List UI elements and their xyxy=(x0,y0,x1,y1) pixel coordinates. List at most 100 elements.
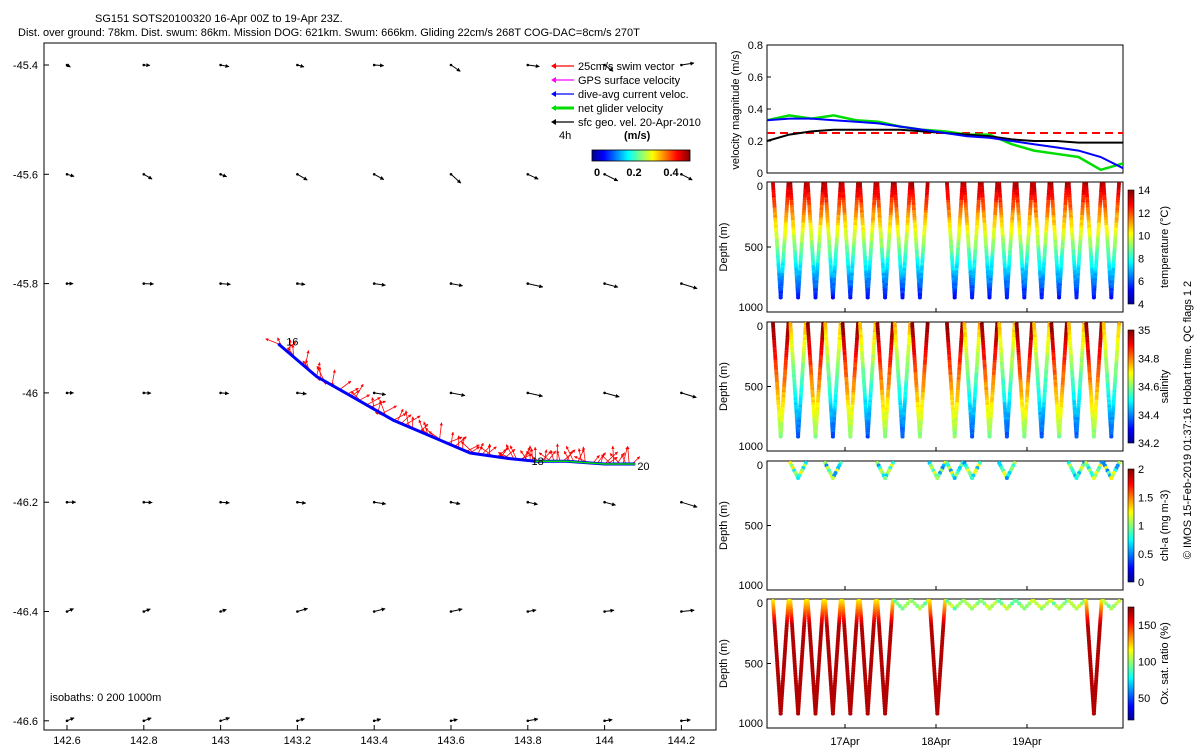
grid-point xyxy=(296,610,299,613)
grid-point xyxy=(603,173,606,176)
depth-tick-label: 1000 xyxy=(739,302,763,314)
legend-arrowhead xyxy=(551,105,556,111)
grid-point xyxy=(65,610,69,613)
swim-vector xyxy=(550,449,555,462)
swim-vector xyxy=(366,397,381,406)
grid-point xyxy=(680,63,683,67)
geo-velocity-arrow xyxy=(450,501,461,506)
grid-point xyxy=(219,173,222,176)
grid-point xyxy=(219,610,222,613)
grid-point xyxy=(65,500,69,504)
colorbar-left-label: 4h xyxy=(559,130,571,142)
grid-point xyxy=(449,500,453,504)
profile-sample xyxy=(848,711,853,716)
colorbar-tick-label: 4 xyxy=(1138,299,1144,311)
profile-sample xyxy=(883,295,888,300)
grid-point xyxy=(526,63,530,67)
grid-point xyxy=(65,173,69,176)
swim-vector xyxy=(354,383,364,399)
geo-velocity-arrow xyxy=(527,283,544,289)
swim-vector xyxy=(626,446,630,464)
swim-vector xyxy=(339,380,352,390)
colorbar-tick-label: 150 xyxy=(1138,620,1156,632)
profile-sample xyxy=(935,476,940,480)
profile-sample xyxy=(900,434,905,439)
geo-velocity-arrow xyxy=(450,283,464,288)
swim-vector xyxy=(563,450,571,462)
grid-point xyxy=(219,719,222,723)
map-ytick-label: -45.6 xyxy=(13,169,38,181)
map-x-ticks: 142.6 142.8 143 143.2 143.4 143.6 143.8 144 144.… xyxy=(53,725,695,747)
grid-point xyxy=(219,500,222,504)
dive-avg-current-track xyxy=(277,342,636,466)
grid-point xyxy=(296,500,299,504)
profile-sample xyxy=(1057,295,1062,300)
swim-vector xyxy=(460,441,475,454)
grid-point xyxy=(449,719,453,723)
geo-velocity-arrow xyxy=(374,63,385,68)
grid-point xyxy=(526,391,530,395)
section-colorbar xyxy=(1127,189,1135,305)
profile-sample xyxy=(1022,434,1027,439)
geo-velocity-arrow xyxy=(450,392,466,397)
velocity-series-line xyxy=(766,114,1124,172)
header-line-1: SG151 SOTS20100320 16-Apr 00Z to 19-Apr … xyxy=(95,13,343,25)
grid-point xyxy=(526,500,530,504)
swim-vector xyxy=(565,445,575,462)
profile-sample xyxy=(1022,606,1027,611)
swim-vector xyxy=(565,450,573,462)
depth-tick-label: 1000 xyxy=(739,441,763,453)
geostrophic-vector-field xyxy=(65,61,698,723)
profile-sample xyxy=(848,295,853,300)
grid-point xyxy=(680,282,683,285)
grid-point xyxy=(142,391,146,395)
swim-vector xyxy=(577,448,582,463)
swim-vector xyxy=(400,414,412,424)
map-xtick-label: 142.8 xyxy=(130,735,158,747)
swim-vector xyxy=(466,444,480,452)
colorbar-tick-label: 35 xyxy=(1138,325,1150,337)
geo-velocity-arrow xyxy=(527,392,543,398)
profile-sample xyxy=(970,434,975,439)
grid-point xyxy=(526,173,530,176)
grid-point xyxy=(219,63,222,67)
map-xtick-label: 142.6 xyxy=(53,735,81,747)
swim-vector xyxy=(265,338,279,345)
depth-tick-label: 500 xyxy=(745,659,763,671)
swim-vector xyxy=(350,390,360,397)
grid-point xyxy=(142,282,146,285)
swim-vector xyxy=(370,400,386,408)
map-xtick-label: 144 xyxy=(595,735,613,747)
velocity-ytick-label: 0.4 xyxy=(748,104,763,116)
grid-point xyxy=(372,719,376,723)
grid-point xyxy=(296,282,299,285)
colorbar-tick-0: 0 xyxy=(594,167,600,179)
colorbar-units: (m/s) xyxy=(624,130,651,142)
swim-vector xyxy=(604,451,618,465)
swim-vector xyxy=(509,445,518,460)
geo-velocity-arrow xyxy=(220,717,230,722)
colorbar-tick-label: 12 xyxy=(1138,208,1150,220)
profile-sample xyxy=(796,711,801,716)
swim-vector xyxy=(577,448,585,463)
geo-velocity-arrow xyxy=(374,501,387,506)
geo-velocity-arrow xyxy=(297,500,307,505)
colorbar-tick-label: 1.5 xyxy=(1138,492,1153,504)
grid-point xyxy=(142,719,146,723)
geo-velocity-arrow xyxy=(604,283,619,289)
colorbar-tick-2: 0.4 xyxy=(663,167,679,179)
grid-point xyxy=(526,610,530,613)
swim-vector xyxy=(526,451,539,462)
grid-point xyxy=(449,282,453,285)
speed-colorbar xyxy=(591,149,691,162)
grid-point xyxy=(219,282,222,285)
profile-sample xyxy=(1074,476,1079,480)
colorbar-label: Ox. sat. ratio (%) xyxy=(1159,622,1171,705)
grid-point xyxy=(372,63,376,67)
map-xtick-label: 143.2 xyxy=(284,735,312,747)
map-xtick-label: 144.2 xyxy=(668,735,696,747)
track-label: 20 xyxy=(637,461,649,473)
